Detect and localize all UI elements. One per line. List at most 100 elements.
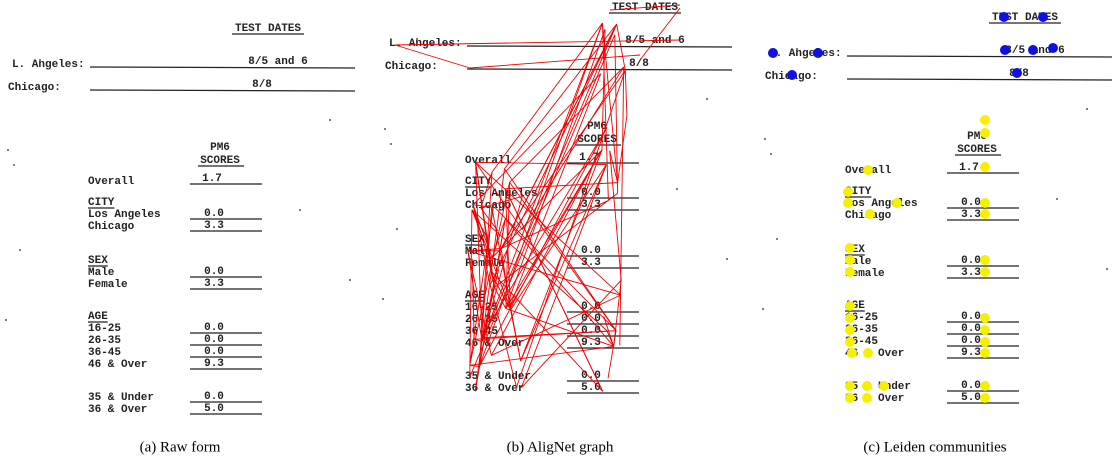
speck bbox=[396, 228, 398, 230]
panel-raw: TEST DATESL. Angeles:8/5 and 6Chicago:8/… bbox=[5, 23, 355, 416]
community-dot bbox=[862, 393, 872, 403]
community-dot bbox=[1000, 45, 1010, 55]
row-label: Overall bbox=[88, 176, 135, 188]
group-title: AGE bbox=[88, 311, 108, 323]
community-dot bbox=[862, 381, 872, 391]
caption: (c) Leiden communities bbox=[863, 439, 1006, 455]
row-label: Los Angeles bbox=[845, 198, 918, 210]
graph-edge bbox=[625, 70, 627, 115]
speck bbox=[349, 279, 351, 281]
row-value: 5.0 bbox=[204, 403, 224, 415]
site-date: 8/5 and 6 bbox=[248, 56, 307, 68]
speck bbox=[1086, 108, 1088, 110]
site-label: Chicago: bbox=[8, 82, 61, 94]
community-dot bbox=[980, 198, 990, 208]
community-dot bbox=[845, 381, 855, 391]
speck bbox=[706, 98, 708, 100]
panel-alignet: TEST DATESL. Angeles:8/5 and 6Chicago:8/… bbox=[382, 2, 732, 395]
community-dot bbox=[865, 209, 875, 219]
graph-edge bbox=[470, 365, 480, 366]
row-value: 0.0 bbox=[581, 325, 601, 337]
row-label: 36-45 bbox=[88, 347, 121, 359]
row-label: 35 & Under bbox=[88, 392, 154, 404]
community-dot bbox=[847, 348, 857, 358]
site-label: L. Angeles: bbox=[769, 48, 842, 60]
community-dot bbox=[980, 115, 990, 125]
community-dot bbox=[845, 255, 855, 265]
speck bbox=[384, 128, 386, 130]
community-dot bbox=[863, 348, 873, 358]
community-dot bbox=[1028, 45, 1038, 55]
community-dot bbox=[845, 337, 855, 347]
row-label: 46 & Over bbox=[88, 359, 147, 371]
row-label: 26-35 bbox=[88, 335, 121, 347]
scores-header: PM6 bbox=[210, 142, 230, 154]
community-dot bbox=[768, 48, 778, 58]
scores-header: PM6 bbox=[587, 121, 607, 133]
row-value: 3.3 bbox=[961, 267, 981, 279]
speck bbox=[13, 164, 15, 166]
scores-header: SCORES bbox=[200, 155, 240, 167]
community-dot bbox=[845, 301, 855, 311]
community-dot bbox=[845, 393, 855, 403]
community-dot bbox=[863, 165, 873, 175]
community-dot bbox=[980, 255, 990, 265]
community-dot bbox=[980, 313, 990, 323]
speck bbox=[382, 298, 384, 300]
row-value: 1.7 bbox=[959, 162, 979, 174]
site-date: 8/8 bbox=[629, 58, 649, 70]
graph-edge bbox=[470, 55, 640, 68]
row-label: Chicago bbox=[88, 221, 135, 233]
row-value: 0.0 bbox=[204, 322, 224, 334]
speck bbox=[299, 209, 301, 211]
row-value: 0.0 bbox=[581, 245, 601, 257]
form-header: TEST DATES bbox=[235, 23, 301, 35]
graph-edge bbox=[620, 67, 624, 346]
community-dot bbox=[999, 12, 1009, 22]
row-label: Female bbox=[88, 279, 128, 291]
community-dot bbox=[845, 267, 855, 277]
graph-edge bbox=[511, 165, 607, 310]
speck bbox=[676, 188, 678, 190]
row-value: 0.0 bbox=[204, 266, 224, 278]
row-label: Los Angeles bbox=[88, 209, 161, 221]
community-dot bbox=[1012, 68, 1022, 78]
community-dot bbox=[879, 381, 889, 391]
row-value: 0.0 bbox=[204, 334, 224, 346]
scores-header: SCORES bbox=[957, 144, 997, 156]
community-dot bbox=[892, 198, 902, 208]
community-dot bbox=[845, 313, 855, 323]
group-title: CITY bbox=[88, 197, 115, 209]
row-value: 0.0 bbox=[961, 323, 981, 335]
rule bbox=[90, 90, 355, 91]
row-value: 0.0 bbox=[961, 335, 981, 347]
community-dot bbox=[787, 70, 797, 80]
speck bbox=[776, 238, 778, 240]
speck bbox=[1106, 268, 1108, 270]
community-dot bbox=[980, 348, 990, 358]
row-value: 3.3 bbox=[204, 278, 224, 290]
community-dot bbox=[843, 187, 853, 197]
speck bbox=[1056, 198, 1058, 200]
site-label: Chicago: bbox=[385, 61, 438, 73]
row-value: 0.0 bbox=[961, 311, 981, 323]
speck bbox=[726, 258, 728, 260]
row-value: 1.7 bbox=[202, 173, 222, 185]
row-value: 0.0 bbox=[961, 380, 981, 392]
row-label: 36 & Over bbox=[88, 404, 147, 416]
rule bbox=[90, 67, 355, 68]
figure: TEST DATES L. Angeles: 8/5 and 6 Chicago: 8/… bbox=[0, 0, 1113, 465]
panel-leiden: TEST DATESL. Angeles:8/5 and 6Chicago:8/… bbox=[762, 12, 1112, 405]
community-dot bbox=[1038, 12, 1048, 22]
row-value: 3.3 bbox=[961, 209, 981, 221]
row-value: 3.3 bbox=[204, 220, 224, 232]
caption: (a) Raw form bbox=[140, 439, 221, 455]
speck bbox=[764, 138, 766, 140]
community-dot bbox=[845, 325, 855, 335]
caption: (b) AligNet graph bbox=[507, 439, 614, 455]
row-value: 5.0 bbox=[961, 392, 981, 404]
community-dot bbox=[980, 162, 990, 172]
community-dot bbox=[980, 393, 990, 403]
community-dot bbox=[980, 128, 990, 138]
community-dot bbox=[813, 48, 823, 58]
